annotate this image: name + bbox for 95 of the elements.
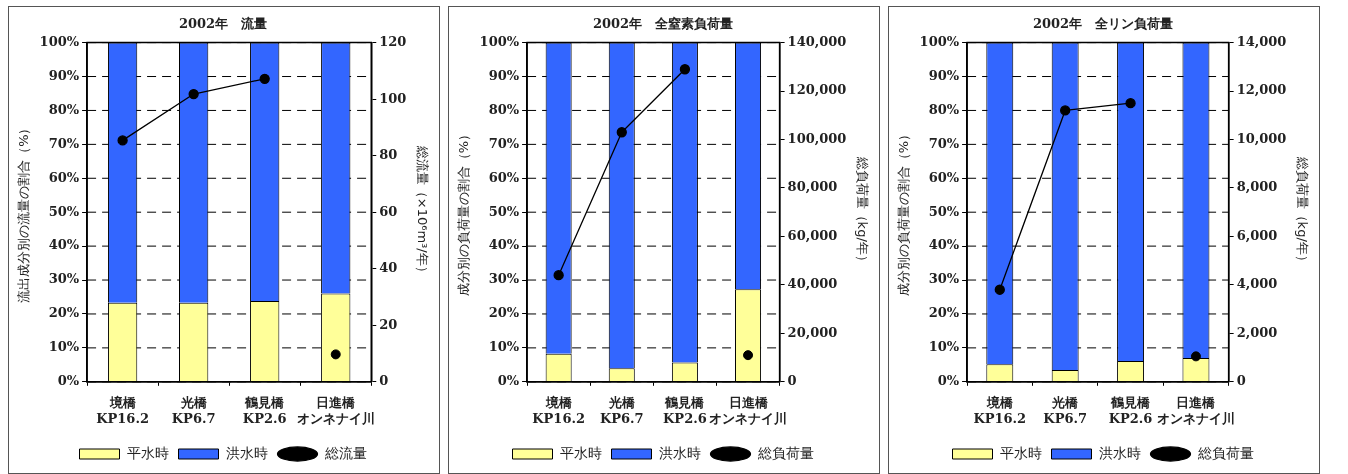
y-tick-label: 30% [928, 271, 960, 287]
y2-tick-label: 8,000 [1236, 179, 1278, 195]
x-tick-label: 日進橋オンネナイ川 [296, 394, 375, 426]
y2-axis-title: 総負荷量（kg/年） [1294, 155, 1310, 268]
y2-tick-label: 100,000 [787, 130, 847, 146]
x-tick-label: 鶴見橋 KP2.6 [663, 394, 707, 426]
y2-tick-label: 0 [1236, 373, 1246, 389]
y-tick-label: 100% [39, 33, 80, 49]
chart-title: 2002年 流量 [178, 16, 268, 32]
y-tick-label: 50% [488, 203, 520, 219]
point [188, 88, 199, 100]
y2-tick-label: 80 [379, 147, 398, 163]
chart-title: 2002年 全リン負荷量 [1032, 16, 1174, 32]
point [117, 135, 128, 146]
y-tick-label: 50% [928, 203, 960, 219]
point [679, 64, 691, 75]
legend-label: 平水時 [999, 444, 1042, 461]
y-tick-label: 0% [497, 373, 520, 389]
y-tick-label: 10% [48, 339, 80, 355]
y2-tick-label: 6,000 [1236, 227, 1278, 243]
y-tick-label: 50% [48, 203, 80, 219]
y-axis-title: 成分別の負荷量の割合（%） [896, 128, 912, 297]
x-tick-label: 鶴見橋 KP2.6 [1108, 394, 1153, 426]
y-tick-label: 80% [488, 101, 520, 117]
y-tick-label: 30% [488, 271, 520, 287]
legend-label: 総流量 [323, 444, 367, 461]
y-tick-label: 100% [479, 33, 520, 49]
legend-label: 総負荷量 [756, 444, 814, 461]
y-tick-label: 80% [928, 101, 960, 117]
y-tick-label: 10% [488, 339, 520, 355]
y2-tick-label: 100 [379, 90, 407, 106]
y2-axis-title: 総流量（×10⁶m³/年） [414, 144, 430, 279]
y-axis-title: 成分別の負荷量の割合（%） [456, 128, 472, 297]
y2-tick-label: 120 [379, 33, 407, 49]
legend-label: 総負荷量 [1196, 444, 1254, 461]
point [1060, 105, 1071, 116]
chart-title: 2002年 全窒素負荷量 [592, 16, 734, 32]
y-tick-label: 80% [48, 101, 80, 117]
x-tick-label: 日進橋オンネナイ川 [1156, 394, 1235, 426]
point [994, 284, 1005, 295]
x-tick-label: 境橋 KP16.2 [532, 394, 586, 426]
y-tick-label: 20% [48, 305, 80, 321]
x-tick-label: 光橋 KP6.7 [1043, 394, 1088, 426]
x-tick-label: 境橋 KP16.2 [973, 394, 1027, 426]
legend-label: 洪水時 [225, 444, 268, 461]
y-tick-label: 100% [919, 33, 960, 49]
x-tick-label: 鶴見橋 KP2.6 [242, 394, 287, 426]
point [553, 270, 564, 281]
y2-tick-label: 40 [379, 260, 398, 276]
x-tick-label: 光橋 KP6.7 [599, 394, 644, 426]
y-tick-label: 70% [928, 135, 960, 151]
x-tick-label: 光橋 KP6.7 [171, 394, 216, 426]
y2-tick-label: 12,000 [1236, 82, 1287, 98]
point [259, 73, 270, 84]
x-tick-label: 境橋 KP16.2 [96, 394, 149, 426]
y-axis-title: 流出成分別の流量の割合（%） [16, 121, 32, 303]
y-tick-label: 20% [928, 305, 960, 321]
point [1125, 98, 1136, 109]
y2-tick-label: 0 [787, 373, 797, 389]
y2-tick-label: 4,000 [1236, 276, 1278, 292]
y-tick-label: 10% [928, 339, 960, 355]
y2-tick-label: 120,000 [787, 82, 847, 98]
legend-label: 洪水時 [658, 444, 701, 461]
y-tick-label: 60% [488, 169, 520, 185]
y2-tick-label: 20 [379, 316, 398, 332]
point [616, 127, 627, 138]
y-tick-label: 60% [928, 169, 960, 185]
y2-axis-title: 総負荷量（kg/年） [854, 155, 870, 268]
y-tick-label: 60% [48, 169, 80, 185]
legend-label: 平水時 [126, 444, 169, 461]
y-tick-label: 20% [488, 305, 520, 321]
x-tick-label: 日進橋オンネナイ川 [709, 394, 788, 426]
legend-label: 洪水時 [1098, 444, 1141, 461]
y-tick-label: 40% [488, 237, 520, 253]
y2-tick-label: 2,000 [1236, 324, 1278, 340]
y2-tick-label: 14,000 [1236, 33, 1287, 49]
y2-tick-label: 20,000 [787, 324, 838, 340]
y-tick-label: 40% [48, 237, 80, 253]
y-tick-label: 90% [488, 67, 520, 83]
y-tick-label: 30% [48, 271, 80, 287]
y2-tick-label: 60 [379, 203, 398, 219]
y2-tick-label: 80,000 [787, 179, 838, 195]
y2-tick-label: 10,000 [1236, 130, 1287, 146]
y-tick-label: 0% [937, 373, 960, 389]
y2-tick-label: 140,000 [787, 33, 847, 49]
y-tick-label: 90% [928, 67, 960, 83]
y2-tick-label: 0 [379, 373, 389, 389]
y-tick-label: 40% [928, 237, 960, 253]
y2-tick-label: 60,000 [787, 227, 838, 243]
legend-label: 平水時 [559, 444, 602, 461]
y2-tick-label: 40,000 [787, 276, 838, 292]
y-tick-label: 70% [488, 135, 520, 151]
y-tick-label: 70% [48, 135, 80, 151]
y-tick-label: 90% [48, 67, 80, 83]
y-tick-label: 0% [57, 373, 80, 389]
